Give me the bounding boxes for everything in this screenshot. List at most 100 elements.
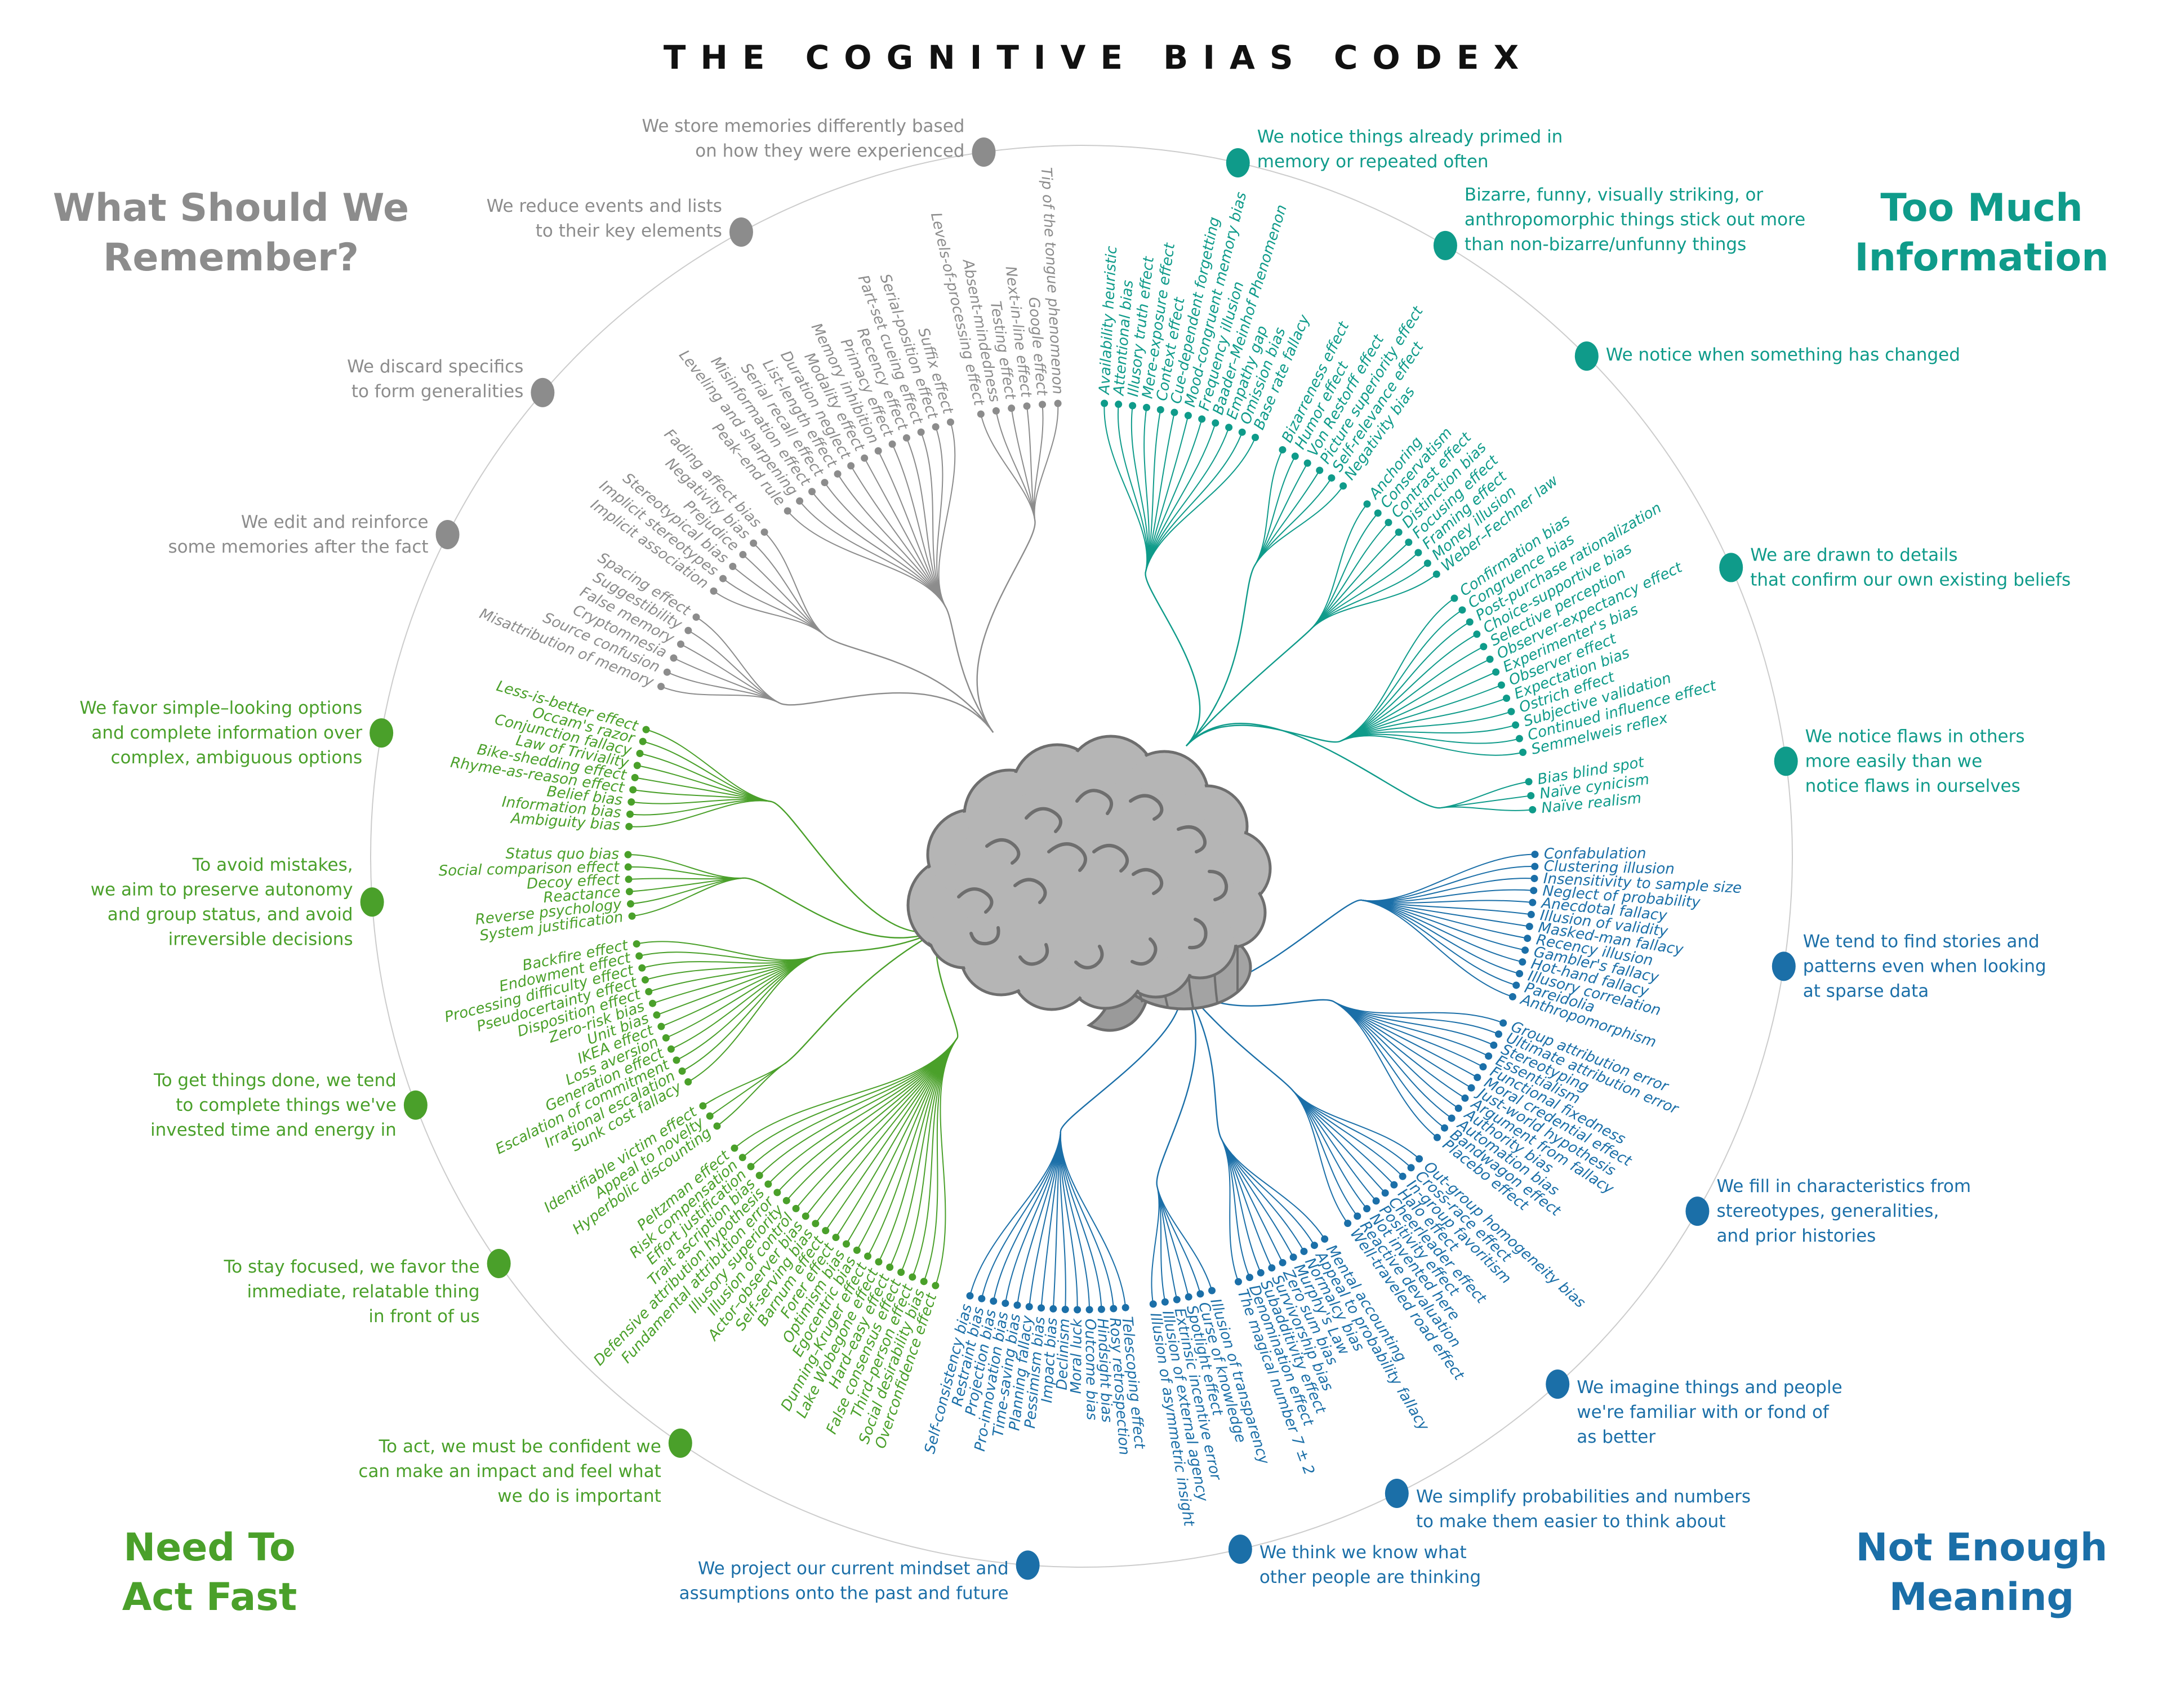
bias-dot — [677, 640, 684, 648]
group-note-line: can make an impact and feel what — [358, 1461, 661, 1482]
group-note: We are drawn to details that confirm our … — [1750, 545, 2071, 590]
bias-branch — [1292, 1089, 1358, 1217]
bias-branch — [1060, 1131, 1091, 1310]
bias-branch — [764, 531, 826, 636]
bias-dot — [684, 1078, 692, 1086]
group-note-line: to complete things we've — [176, 1095, 397, 1115]
bias-dot — [886, 1264, 894, 1271]
group-note: We fill in characteristics from stereotyp… — [1716, 1176, 1971, 1246]
bias-branch — [1034, 403, 1059, 521]
brain-illustration — [906, 735, 1272, 1032]
group-note-line: We reduce events and lists — [487, 196, 722, 216]
bias-dot — [802, 1212, 809, 1220]
group-note-line: and prior histories — [1716, 1226, 1876, 1246]
bias-dot — [1480, 643, 1488, 651]
bias-dot — [1208, 1287, 1216, 1295]
bias-dot — [657, 1022, 665, 1030]
group-note: We project our current mindset and assump… — [679, 1558, 1009, 1603]
bias-dot — [1448, 1114, 1456, 1122]
bias-dot — [1433, 1133, 1441, 1141]
bias-dot — [710, 587, 718, 595]
bias-branch — [1333, 1001, 1445, 1129]
group-note: We simplify probabilities and numbers to … — [1416, 1487, 1751, 1532]
page-title: THE COGNITIVE BIAS CODEX — [664, 38, 1533, 77]
group-trunk — [1145, 572, 1201, 746]
bias-dot — [1328, 474, 1336, 482]
group-note-line: at sparse data — [1803, 981, 1929, 1001]
bias-dot — [875, 1258, 883, 1266]
bias-dot — [990, 1297, 998, 1305]
bias-dot — [1101, 399, 1109, 407]
bias-dot — [1225, 424, 1233, 432]
quadrant-title-line: Remember? — [103, 235, 359, 280]
bias-dot — [1519, 748, 1527, 756]
bias-dot — [864, 1252, 872, 1260]
group-note: To act, we must be confident we can make … — [358, 1436, 661, 1506]
bias-branch — [1340, 646, 1484, 742]
bias-branch — [1143, 407, 1150, 572]
bias-dot — [1198, 415, 1206, 423]
group-trunk — [1185, 724, 1341, 746]
group-trunk — [976, 521, 1036, 733]
bias-dot — [629, 786, 637, 794]
bias-dot — [1354, 1212, 1361, 1220]
note-dot — [1546, 1369, 1570, 1399]
bias-dot — [847, 462, 855, 470]
bias-dot — [917, 428, 925, 436]
bias-dot — [684, 626, 692, 634]
bias-dot — [1025, 1303, 1033, 1311]
group-note-line: patterns even when looking — [1803, 956, 2046, 976]
bias-branch — [630, 877, 744, 905]
bias-dot — [822, 1227, 830, 1235]
bias-branch — [1254, 486, 1344, 566]
bias-dot — [625, 822, 633, 830]
bias-branch — [1340, 735, 1523, 756]
note-dot — [1772, 951, 1796, 981]
quadrant-title-line: Information — [1854, 235, 2108, 280]
bias-branch — [889, 1038, 958, 1267]
bias-branch — [656, 955, 817, 1016]
group-note: We favor simple–looking options and compl… — [79, 698, 362, 768]
bias-dot — [1521, 946, 1529, 954]
group-note-line: more easily than we — [1805, 751, 1983, 771]
bias-dot — [1002, 1300, 1009, 1307]
bias-dot — [1395, 528, 1403, 536]
bias-dot — [1474, 1074, 1481, 1082]
bias-label: Clustering illusion — [1543, 858, 1675, 878]
note-dot — [1433, 230, 1457, 260]
bias-dot — [946, 418, 954, 426]
bias-branch — [1361, 899, 1530, 927]
bias-branch — [1254, 456, 1296, 566]
bias-dot — [635, 952, 643, 960]
bias-branch — [670, 955, 817, 1050]
bias-dot — [1516, 969, 1524, 977]
group-note: We edit and reinforce some memories after… — [168, 512, 428, 557]
note-dot — [531, 377, 555, 407]
bias-branch — [1440, 806, 1533, 811]
bias-branch — [1361, 853, 1535, 902]
bias-dot — [1061, 1305, 1069, 1313]
bias-dot — [1530, 874, 1538, 882]
bias-dot — [1497, 681, 1505, 689]
bias-dot — [1212, 419, 1220, 427]
bias-dot — [633, 762, 641, 770]
bias-dot — [657, 683, 665, 691]
bias-branch — [824, 482, 947, 608]
bias-branch — [1333, 1001, 1452, 1119]
group-note-line: to make them easier to think about — [1416, 1511, 1726, 1532]
bias-branch — [709, 1063, 785, 1117]
group-trunk — [1185, 565, 1256, 746]
group-note-line: complex, ambiguous options — [110, 748, 362, 768]
bias-dot — [1527, 910, 1535, 918]
group-note-line: To stay focused, we favor the — [223, 1257, 479, 1277]
bias-dot — [1454, 1104, 1462, 1112]
note-dot — [1226, 148, 1250, 177]
bias-branch — [1310, 573, 1437, 630]
note-dot — [1574, 341, 1599, 371]
bias-dot — [888, 440, 896, 448]
bias-dot — [1490, 1041, 1498, 1049]
bias-dot — [1129, 402, 1137, 410]
outer-circle — [370, 145, 1793, 1568]
